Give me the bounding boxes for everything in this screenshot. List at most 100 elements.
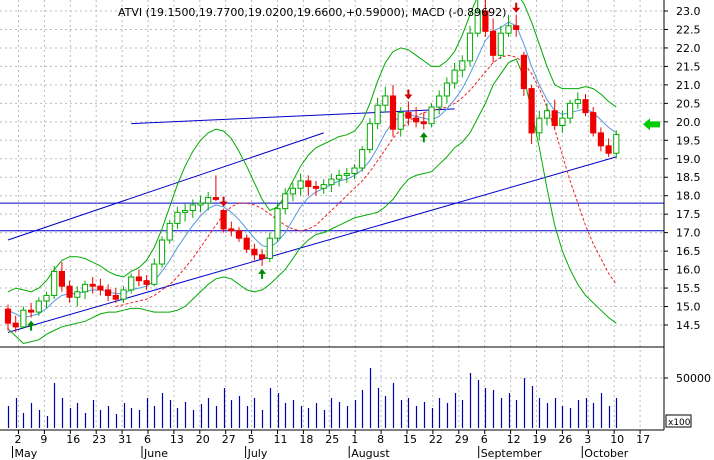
price-axis-label: 19.0 [676,153,701,166]
trendline [7,156,617,333]
candle-body [81,283,89,293]
day-label: 2 [15,433,22,446]
candle-body [97,285,104,291]
candle-body [474,10,481,34]
candlesticks [4,0,620,333]
candle-body [443,82,450,97]
candle-body [143,280,150,285]
candle-body [436,95,443,108]
trendline [7,132,324,241]
candle-body [459,60,466,71]
month-label: August [351,447,390,460]
candle-body [243,237,250,250]
chart-frame [0,0,665,431]
day-label: 27 [222,433,236,446]
price-axis-label: 16.5 [676,245,701,258]
buy-signal-arrow-icon [419,132,428,143]
bollinger-upper-line [7,0,617,293]
candle-body [320,184,327,189]
price-axis-label: 20.5 [676,97,701,110]
candle-body [274,208,281,239]
day-label: 29 [455,433,469,446]
candle-body [336,174,343,180]
day-label: 6 [144,433,151,446]
candle-body [105,289,112,296]
volume-unit-label: x100 [665,414,692,428]
signal-markers [27,2,660,331]
candle-body [389,95,397,130]
candle-body [351,167,358,175]
price-axis-label: 19.5 [676,134,701,147]
candle-body [343,173,350,176]
sell-signal-arrow-icon [404,89,413,100]
price-axis-label: 22.0 [676,42,701,55]
candle-body [605,145,612,154]
candle-body [328,178,335,186]
candle-body [35,300,42,313]
candle-body [212,197,220,200]
candle-body [359,149,366,169]
candle-body [582,99,589,114]
candle-body [51,270,58,296]
month-label: September [481,447,542,460]
candle-body [543,110,551,119]
axes: 23.0 22.5 22.0 21.5 21.0 20.5 20.0 19.5 19.0 18.5… [12,5,711,460]
price-axis-label: 17.5 [676,208,701,221]
sell-signal-arrow-icon [219,196,228,207]
candle-body [490,30,497,56]
candle-body [197,202,204,206]
candle-body [567,102,574,119]
price-axis-label: 15.5 [676,282,701,295]
day-label: 3 [584,433,591,446]
sell-signal-arrow-icon [512,2,521,13]
buy-signal-arrow-icon [27,320,36,331]
candle-body [366,123,373,151]
candle-body [135,276,143,282]
price-axis-label: 15.0 [676,301,701,314]
grid [0,0,664,430]
volume-bars [7,368,618,428]
month-label: October [584,447,628,460]
day-label: 23 [92,433,106,446]
day-label: 25 [325,433,339,446]
candle-body [20,309,27,328]
candle-body [235,230,243,239]
chart-title: ATVI (19.1500,19.7700,19.0200,19.6600,+0… [118,6,506,19]
day-label: 11 [274,433,288,446]
candle-body [266,237,273,260]
day-label: 15 [403,433,417,446]
candle-body [282,193,289,210]
candle-body [28,309,35,313]
bollinger-lower-line [7,58,617,345]
candle-body [513,25,520,30]
price-axis-label: 21.5 [676,60,701,73]
candle-body [428,106,435,125]
day-label: 20 [196,433,210,446]
price-axis-label: 14.5 [676,319,701,332]
candle-body [405,112,412,119]
candle-body [112,294,119,300]
price-axis-label: 16.0 [676,264,701,277]
candle-body [505,25,512,34]
candle-body [205,197,212,204]
volume-axis-label: 50000 [676,372,711,385]
day-label: 31 [118,433,132,446]
day-label: 10 [610,433,624,446]
price-axis-label: 22.5 [676,23,701,36]
candle-body [289,187,296,195]
candle-body [451,69,458,84]
price-axis-label: 21.0 [676,79,701,92]
day-label: 12 [507,433,521,446]
day-label: 22 [429,433,443,446]
price-axis-label: 18.5 [676,171,701,184]
candle-body [590,112,597,134]
candle-body [228,228,235,232]
candle-body [520,54,527,90]
month-label: July [247,447,268,460]
day-label: 17 [636,433,650,446]
candle-body [166,222,173,241]
moving-average-long-line [115,54,617,307]
buy-signal-arrow-icon [258,268,267,279]
day-label: 1 [351,433,358,446]
